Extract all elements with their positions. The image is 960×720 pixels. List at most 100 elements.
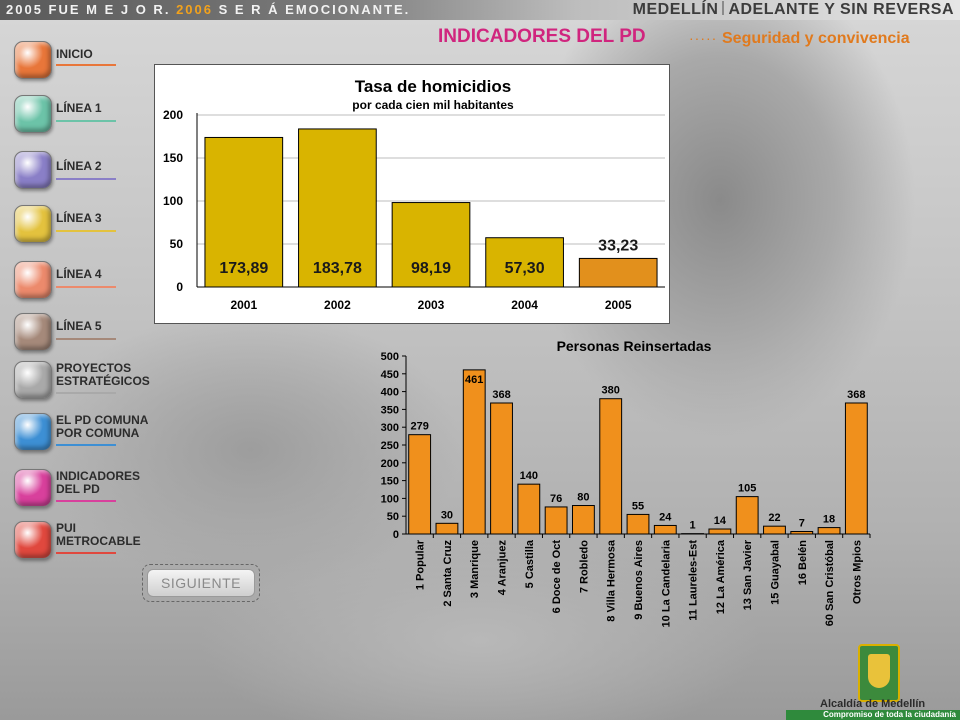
data-label: 18 (823, 514, 835, 526)
x-tick-label: 4 Aranjuez (497, 540, 509, 596)
nav-button-icon[interactable] (14, 313, 52, 351)
bar (599, 398, 623, 535)
top-banner: 2005 FUE M E J O R. 2006 S E R Á EMOCION… (0, 0, 960, 20)
nav-label: PROYECTOS ESTRATÉGICOS (56, 361, 150, 388)
nav-underline (56, 230, 116, 232)
nav-button-icon[interactable] (14, 413, 52, 451)
next-button-label[interactable]: SIGUIENTE (147, 569, 255, 597)
nav-button-icon[interactable] (14, 151, 52, 189)
y-tick-label: 100 (163, 194, 183, 208)
nav-underline (56, 444, 116, 446)
nav-label: INICIO (56, 47, 93, 61)
brand-motto: ADELANTE Y SIN REVERSA (728, 1, 954, 18)
bar (653, 524, 677, 535)
bar (544, 506, 568, 535)
x-tick-label: 11 Laureles-Est (688, 540, 700, 621)
nav-button-icon[interactable] (14, 95, 52, 133)
nav-item-indicadores[interactable]: INDICADORES DEL PD (10, 466, 140, 510)
x-tick-label: Otros Mpios (851, 540, 863, 604)
nav-item-proyectos-estrategicos[interactable]: PROYECTOS ESTRATÉGICOS (10, 358, 150, 402)
data-label: 1 (690, 520, 696, 532)
nav-underline (56, 286, 116, 288)
y-tick-label: 150 (163, 151, 183, 165)
brand: MEDELLÍN ADELANTE Y SIN REVERSA (633, 1, 954, 19)
bar (490, 402, 513, 535)
nav-item-linea-2[interactable]: LÍNEA 2 (10, 148, 130, 192)
reinserted-chart-svg: Personas Reinsertadas 0 50 100 150 200 250 300 3… (381, 338, 871, 627)
nav-label: PUI METROCABLE (56, 521, 141, 548)
nav-underline (56, 120, 116, 122)
next-button[interactable]: SIGUIENTE (142, 564, 260, 602)
org-tagline: Compromiso de toda la ciudadanía (786, 710, 960, 720)
data-label: 30 (441, 509, 453, 521)
data-label: 461 (465, 374, 483, 386)
title-dots: ····· (689, 30, 718, 46)
x-tick-label: 60 San Cristóbal (824, 540, 836, 626)
x-tick-label: 12 La América (715, 539, 727, 614)
y-tick-label: 300 (381, 422, 399, 434)
bar (844, 402, 868, 535)
nav-label: EL PD COMUNA POR COMUNA (56, 413, 149, 440)
data-label: 183,78 (313, 260, 362, 277)
nav-button-icon[interactable] (14, 261, 52, 299)
data-label: 22 (768, 512, 780, 524)
slogan-prefix: 2005 FUE M E J O R. (6, 2, 171, 17)
x-tick-label: 16 Belén (797, 540, 809, 586)
nav-item-linea-5[interactable]: LÍNEA 5 (10, 310, 130, 354)
y-tick-label: 50 (170, 237, 184, 251)
nav-item-linea-4[interactable]: LÍNEA 4 (10, 258, 130, 302)
bar (708, 528, 732, 535)
bar (571, 505, 595, 535)
page-subtitle: Seguridad y convivencia (722, 30, 910, 47)
bar (485, 237, 564, 288)
data-label: 368 (847, 389, 865, 401)
nav-button-icon[interactable] (14, 521, 52, 559)
bar (435, 522, 459, 535)
bar (817, 527, 841, 535)
nav-button-icon[interactable] (14, 41, 52, 79)
bar (204, 136, 284, 288)
bar (391, 202, 471, 288)
y-tick-label: 400 (381, 387, 399, 399)
nav-button-icon[interactable] (14, 205, 52, 243)
data-label: 368 (492, 389, 510, 401)
nav-item-linea-1[interactable]: LÍNEA 1 (10, 92, 130, 136)
data-label: 57,30 (505, 260, 545, 277)
x-tick-label: 2003 (418, 298, 445, 312)
brand-city: MEDELLÍN (632, 1, 719, 18)
data-label: 140 (520, 470, 538, 482)
x-tick-label: 2005 (605, 298, 632, 312)
y-tick-label: 50 (387, 511, 399, 523)
data-label: 279 (410, 421, 428, 433)
nav-label: INDICADORES DEL PD (56, 469, 141, 496)
x-tick-label: 10 La Candelaria (660, 539, 672, 627)
x-tick-label: 3 Manrique (469, 540, 481, 598)
x-tick-label: 13 San Javier (742, 539, 754, 610)
x-tick-label: 15 Guayabal (769, 540, 781, 605)
nav-item-pui-metrocable[interactable]: PUI METROCABLE (10, 518, 141, 562)
y-tick-label: 500 (381, 351, 399, 363)
y-tick-label: 150 (381, 476, 399, 488)
nav-label: LÍNEA 5 (56, 319, 102, 333)
x-tick-label: 6 Doce de Oct (551, 540, 563, 614)
nav-button-icon[interactable] (14, 469, 52, 507)
nav-button-icon[interactable] (14, 361, 52, 399)
homicide-chart-svg: Tasa de homicidios por cada cien mil habi… (163, 77, 665, 312)
nav-item-pd-comuna[interactable]: EL PD COMUNA POR COMUNA (10, 410, 148, 454)
nav-label: LÍNEA 2 (56, 159, 102, 173)
data-label: 380 (602, 385, 620, 397)
bar (298, 128, 377, 288)
nav-item-linea-3[interactable]: LÍNEA 3 (10, 202, 130, 246)
nav-underline (56, 178, 116, 180)
data-label: 33,23 (598, 237, 638, 254)
bar (517, 483, 541, 535)
nav-underline (56, 552, 116, 554)
brand-separator (722, 1, 725, 15)
chart-title: Personas Reinsertadas (557, 338, 712, 354)
x-tick-label: 2001 (230, 298, 257, 312)
x-tick-label: 7 Robledo (578, 540, 590, 593)
data-label: 24 (659, 511, 672, 523)
city-seal-shield (868, 654, 890, 688)
nav-item-inicio[interactable]: INICIO (10, 38, 130, 82)
y-tick-label: 200 (381, 458, 399, 470)
